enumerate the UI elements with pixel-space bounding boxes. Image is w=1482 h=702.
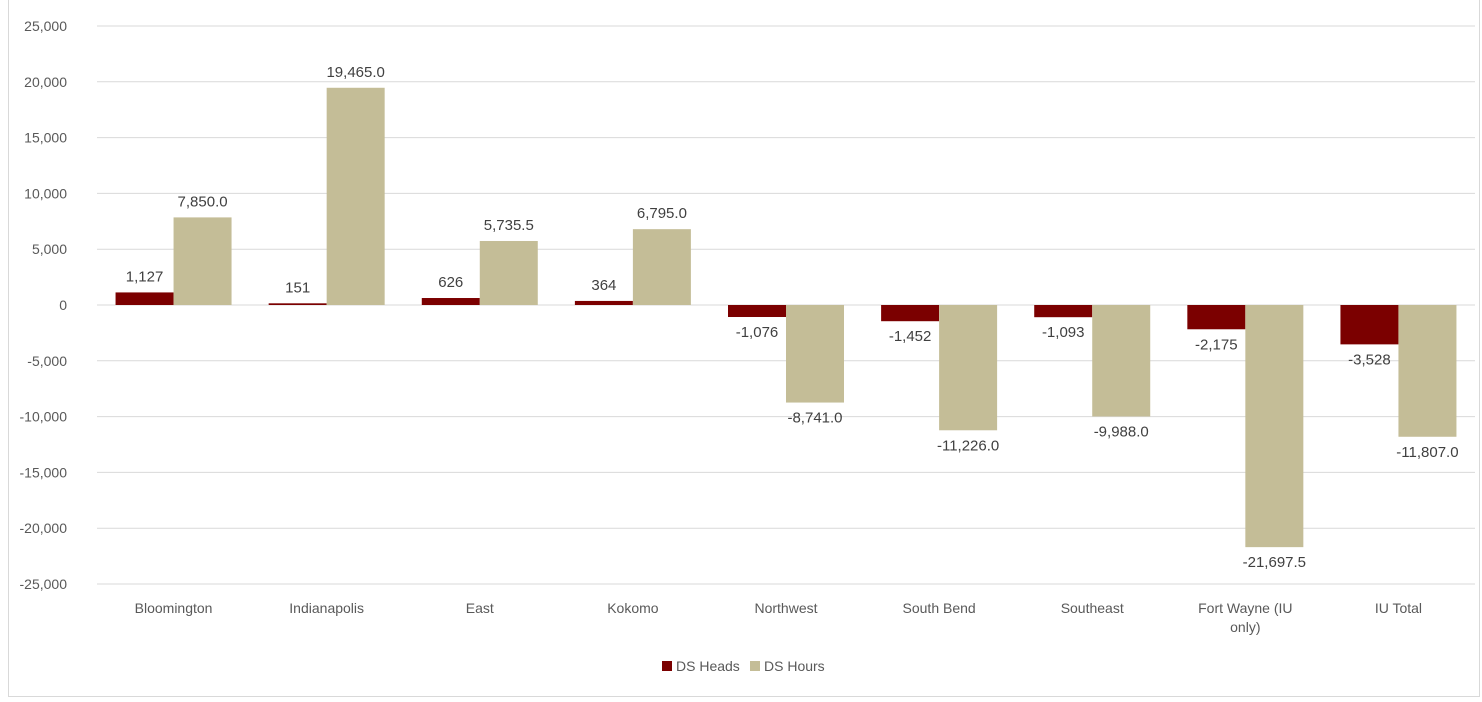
data-label: -1,093 xyxy=(1042,324,1085,341)
bar-chart: -25,000 -20,000 -15,000 -10,000 -5,000 0 5,000… xyxy=(20,18,1475,674)
x-category-label: Fort Wayne (IU xyxy=(1198,600,1292,616)
bar-ds-hours xyxy=(326,87,385,305)
bar-ds-heads xyxy=(421,298,480,305)
legend-label: DS Hours xyxy=(764,658,825,674)
data-label: -9,988.0 xyxy=(1094,423,1149,440)
bar-ds-hours xyxy=(479,240,538,305)
y-tick-label: -10,000 xyxy=(20,409,68,425)
bar-ds-heads xyxy=(881,305,940,322)
bar-ds-hours xyxy=(1092,305,1151,417)
x-category-label: IU Total xyxy=(1375,600,1422,616)
chart-frame: -25,000 -20,000 -15,000 -10,000 -5,000 0 5,000… xyxy=(8,0,1480,697)
data-label: -11,807.0 xyxy=(1396,444,1458,461)
bar-ds-hours xyxy=(939,305,998,431)
data-label: 626 xyxy=(438,274,463,291)
y-tick-label: 5,000 xyxy=(32,241,67,257)
bar-ds-heads xyxy=(728,305,786,318)
x-category-label: Bloomington xyxy=(135,600,213,616)
x-axis-categories: Bloomington Indianapolis East Kokomo Northwe… xyxy=(135,600,1422,635)
y-axis-ticks: -25,000 -20,000 -15,000 -10,000 -5,000 0 5,000… xyxy=(20,18,68,592)
x-category-label: only) xyxy=(1230,619,1260,635)
x-category-label: East xyxy=(466,600,494,616)
bar-ds-heads xyxy=(574,300,633,305)
y-tick-label: -20,000 xyxy=(20,520,68,536)
data-label: 5,735.5 xyxy=(484,217,534,234)
bar-ds-hours xyxy=(632,229,691,305)
y-tick-label: -15,000 xyxy=(20,464,68,480)
data-label: -8,741.0 xyxy=(787,410,842,427)
data-labels: 1,127 151 626 364 -1,076 -1,452 -1,093 -2,175 -3… xyxy=(126,64,1459,571)
bar-ds-heads xyxy=(115,292,174,305)
bar-ds-heads xyxy=(1034,305,1093,318)
bar-ds-hours xyxy=(1245,305,1304,548)
bar-ds-hours xyxy=(1398,305,1457,437)
bar-ds-heads xyxy=(268,303,327,305)
y-tick-label: 15,000 xyxy=(24,130,67,146)
legend-swatch xyxy=(750,661,760,671)
data-label: 1,127 xyxy=(126,268,164,285)
data-label: 7,850.0 xyxy=(178,193,228,210)
data-label: -2,175 xyxy=(1195,336,1238,353)
legend-label: DS Heads xyxy=(676,658,740,674)
bar-ds-hours xyxy=(786,305,844,403)
x-category-label: Northwest xyxy=(754,600,817,616)
y-tick-label: -25,000 xyxy=(20,576,68,592)
x-category-label: South Bend xyxy=(903,600,976,616)
y-tick-label: 25,000 xyxy=(24,18,67,34)
x-category-label: Southeast xyxy=(1061,600,1124,616)
y-tick-label: 20,000 xyxy=(24,74,67,90)
data-label: -1,076 xyxy=(736,324,779,341)
x-category-label: Kokomo xyxy=(607,600,659,616)
data-label: 19,465.0 xyxy=(326,64,384,81)
data-label: -11,226.0 xyxy=(937,437,999,454)
x-category-label: Indianapolis xyxy=(289,600,364,616)
legend: DS Heads DS Hours xyxy=(662,658,825,674)
bars xyxy=(115,87,1457,548)
bar-ds-heads xyxy=(1187,305,1246,330)
data-label: -3,528 xyxy=(1348,351,1391,368)
bar-ds-heads xyxy=(1340,305,1399,345)
bar-ds-hours xyxy=(173,217,232,305)
data-label: 151 xyxy=(285,279,310,296)
data-label: 6,795.0 xyxy=(637,205,687,222)
data-label: 364 xyxy=(591,277,616,294)
data-label: -21,697.5 xyxy=(1243,554,1306,571)
data-label: -1,452 xyxy=(889,328,932,345)
y-tick-label: 0 xyxy=(59,297,67,313)
y-tick-label: -5,000 xyxy=(27,353,67,369)
legend-swatch xyxy=(662,661,672,671)
y-tick-label: 10,000 xyxy=(24,185,67,201)
